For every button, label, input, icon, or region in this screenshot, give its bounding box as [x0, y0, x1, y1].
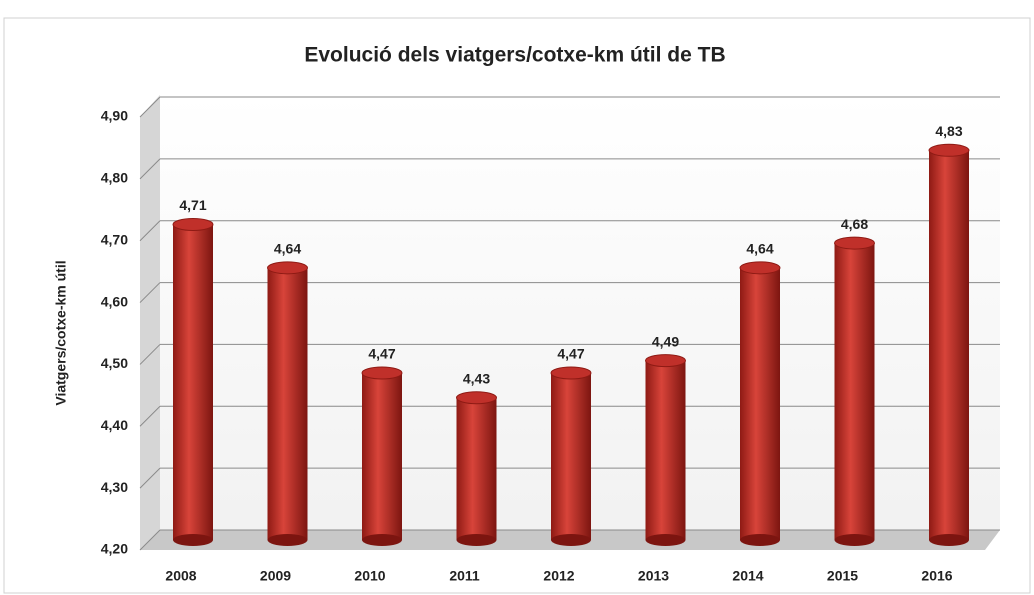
bar-base — [645, 534, 686, 546]
x-tick-label: 2013 — [638, 568, 669, 584]
bar-top — [928, 143, 970, 157]
bar — [456, 397, 497, 540]
value-label: 4,83 — [935, 123, 962, 139]
value-label: 4,47 — [557, 346, 584, 362]
bar-base — [834, 534, 875, 546]
value-label: 4,49 — [652, 333, 679, 349]
bar-top — [361, 366, 403, 380]
grid-line-side — [139, 529, 161, 551]
grid-line-side — [139, 467, 161, 489]
bar — [362, 372, 402, 540]
y-axis-label: Viatgers/cotxe-km útil — [53, 260, 69, 405]
bar-base — [362, 534, 402, 546]
bar-top — [739, 261, 781, 275]
x-tick-label: 2011 — [449, 568, 480, 584]
value-label: 4,68 — [841, 216, 868, 232]
x-tick-label: 2016 — [921, 568, 952, 584]
bar-top — [172, 218, 214, 232]
value-label: 4,64 — [274, 241, 301, 257]
bar-top — [834, 236, 875, 250]
bar-top — [456, 391, 497, 405]
side-wall — [140, 95, 160, 550]
chart-frame — [3, 17, 1031, 594]
bar — [551, 372, 591, 540]
value-label: 4,71 — [179, 197, 206, 213]
bar — [740, 267, 780, 540]
bar — [267, 267, 308, 540]
grid-line-side — [139, 220, 161, 242]
bar — [645, 360, 686, 540]
y-tick-label: 4,80 — [101, 170, 128, 186]
bar-base — [173, 534, 213, 546]
grid-line-side — [139, 282, 161, 303]
y-tick-label: 4,40 — [101, 417, 128, 433]
chart-title: Evolució dels viatgers/cotxe-km útil de … — [304, 44, 725, 67]
x-tick-label: 2012 — [543, 568, 574, 584]
y-tick-label: 4,90 — [101, 108, 128, 124]
bar-base — [267, 534, 308, 546]
x-tick-label: 2010 — [354, 568, 385, 584]
y-tick-label: 4,30 — [101, 479, 128, 495]
back-wall — [140, 95, 1000, 550]
y-tick-label: 4,60 — [101, 293, 128, 309]
value-label: 4,64 — [746, 241, 773, 257]
bar — [929, 150, 969, 541]
y-tick-label: 4,50 — [101, 355, 128, 371]
grid-line-side — [139, 405, 161, 427]
bar — [173, 224, 213, 540]
bar-base — [740, 534, 780, 546]
bar-base — [929, 534, 969, 546]
x-tick-label: 2014 — [732, 568, 763, 584]
value-label: 4,43 — [463, 370, 490, 386]
x-tick-label: 2015 — [827, 568, 858, 584]
x-tick-label: 2009 — [260, 568, 291, 584]
bar-top — [550, 366, 592, 380]
grid-line-side — [139, 158, 161, 180]
value-label: 4,47 — [368, 346, 395, 362]
grid-line-side — [139, 96, 161, 118]
y-tick-label: 4,70 — [101, 231, 128, 247]
y-tick-label: 4,20 — [101, 541, 128, 557]
bar-top — [645, 354, 686, 368]
bar-base — [456, 534, 497, 546]
x-tick-label: 2008 — [165, 568, 196, 584]
grid-line-side — [139, 344, 161, 365]
bar-top — [267, 261, 308, 275]
bar-base — [551, 534, 591, 546]
bar — [834, 243, 875, 541]
